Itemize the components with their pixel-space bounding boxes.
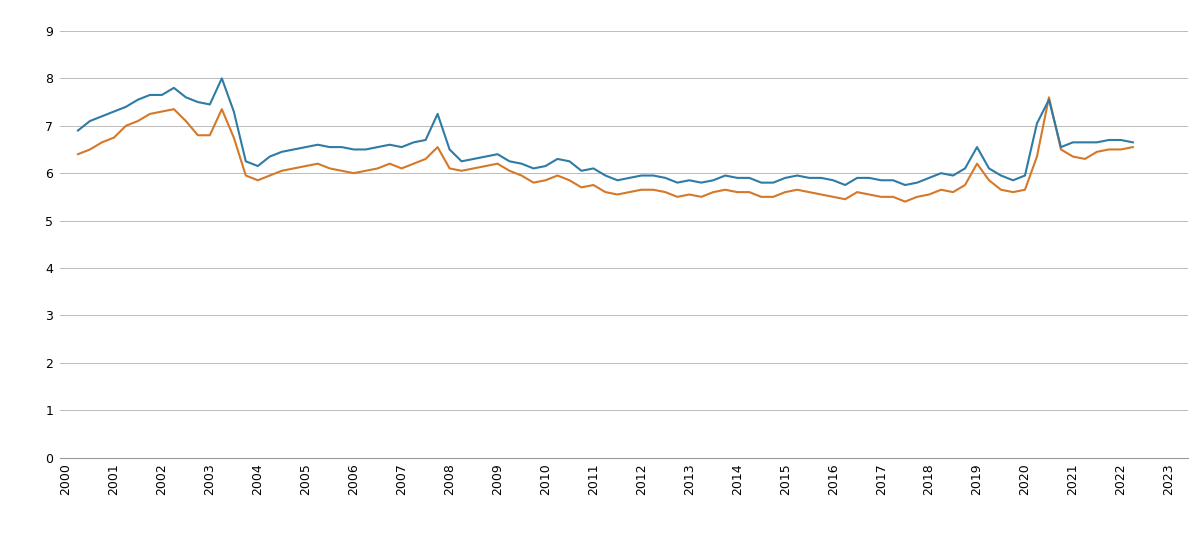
Sesongjustert xyxy=(1126,139,1140,146)
Sesongjustert xyxy=(838,182,852,189)
Sesong- og influensajustert xyxy=(287,165,301,172)
Sesong- og influensajustert xyxy=(203,132,217,138)
Sesongjustert xyxy=(179,94,193,100)
Sesongjustert xyxy=(622,175,636,181)
Sesongjustert xyxy=(1030,120,1044,127)
Sesong- og influensajustert xyxy=(611,191,625,198)
Sesongjustert xyxy=(203,101,217,108)
Sesong- og influensajustert xyxy=(479,163,493,170)
Sesongjustert xyxy=(299,144,313,151)
Sesongjustert xyxy=(491,151,505,157)
Sesong- og influensajustert xyxy=(898,198,912,205)
Sesong- og influensajustert xyxy=(71,151,85,157)
Line: Sesongjustert: Sesongjustert xyxy=(78,78,1133,185)
Line: Sesong- og influensajustert: Sesong- og influensajustert xyxy=(78,97,1133,201)
Sesong- og influensajustert xyxy=(1042,94,1056,100)
Sesongjustert xyxy=(71,127,85,134)
Sesong- og influensajustert xyxy=(1018,186,1032,193)
Sesong- og influensajustert xyxy=(179,118,193,124)
Sesongjustert xyxy=(215,75,229,81)
Sesong- og influensajustert xyxy=(1126,144,1140,151)
